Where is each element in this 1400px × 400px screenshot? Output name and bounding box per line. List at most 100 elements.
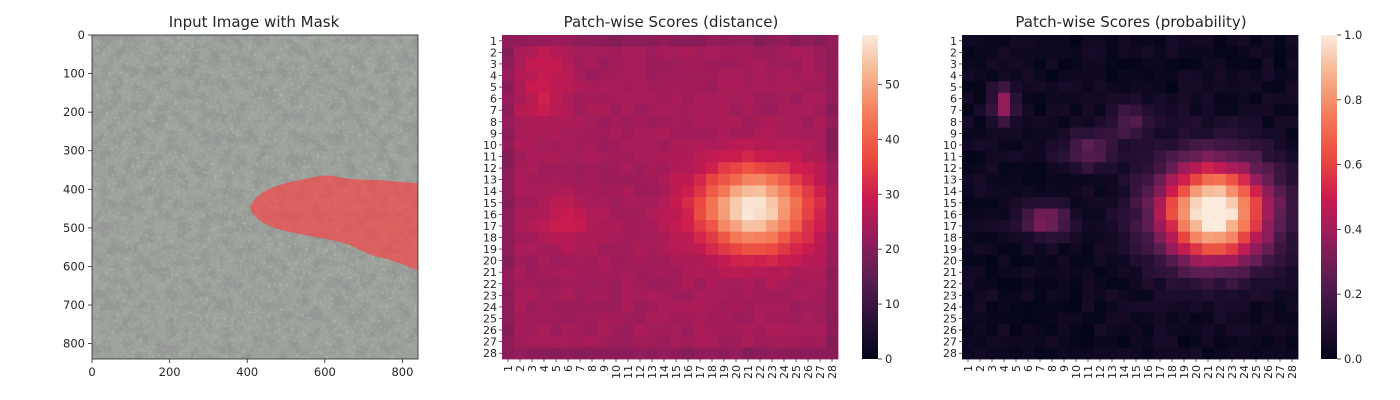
heatmap-cell: [1142, 254, 1155, 267]
heatmap-cell: [1106, 173, 1119, 186]
heatmap-cell: [586, 324, 599, 337]
heatmap-cell: [1214, 127, 1227, 140]
col-tick-label: 1: [502, 365, 515, 372]
heatmap-cell: [502, 254, 515, 267]
heatmap-cell: [1166, 231, 1179, 244]
heatmap-cell: [694, 278, 707, 290]
heatmap-cell: [802, 324, 815, 337]
heatmap-cell: [1094, 46, 1107, 59]
heatmap-cell: [1214, 162, 1227, 175]
col-tick-label: 9: [598, 365, 611, 372]
heatmap-cell: [790, 127, 803, 140]
heatmap-cell: [694, 58, 707, 71]
heatmap-cell: [1142, 266, 1155, 279]
heatmap-cell: [998, 116, 1011, 128]
heatmap-cell: [1022, 81, 1035, 94]
heatmap-cell: [1274, 231, 1287, 244]
heatmap-cell: [1106, 92, 1119, 105]
heatmap-cell: [1274, 289, 1287, 302]
heatmap-cell: [790, 324, 803, 337]
heatmap-cell: [814, 208, 827, 221]
heatmap-cell: [670, 231, 683, 244]
heatmap-cell: [1094, 301, 1107, 314]
heatmap-cell: [1178, 150, 1191, 163]
heatmap-cell: [814, 58, 827, 71]
heatmap-cell: [1118, 162, 1131, 175]
colorbar-tick-label: 1.0: [1344, 28, 1362, 42]
heatmap-cell: [1202, 104, 1215, 117]
heatmap-cell: [1250, 266, 1263, 279]
heatmap-cell: [1190, 243, 1203, 256]
heatmap-cell: [778, 220, 791, 233]
heatmap-cell: [1142, 116, 1155, 128]
heatmap-cell: [526, 347, 539, 360]
heatmap-cell: [1262, 173, 1275, 186]
heatmap-cell: [1070, 46, 1083, 59]
heatmap-cell: [670, 35, 683, 47]
row-tick-label: 23: [483, 289, 497, 302]
heatmap-cell: [622, 35, 635, 47]
heatmap-cell: [754, 347, 767, 360]
heatmap-cell: [974, 324, 987, 337]
heatmap-cell: [790, 312, 803, 325]
heatmap-cell: [718, 173, 731, 186]
col-tick-label: 21: [1202, 365, 1215, 379]
heatmap-cell: [1202, 324, 1215, 337]
row-tick-label: 27: [483, 336, 497, 349]
heatmap-cell: [1118, 347, 1131, 360]
input-axes-frame: [91, 34, 419, 360]
heatmap-cell: [974, 35, 987, 47]
heatmap-cell: [766, 116, 779, 128]
x-tick-label: 600: [314, 365, 336, 379]
heatmap-cell: [610, 335, 623, 348]
heatmap-cell: [790, 301, 803, 314]
col-tick-label: 27: [814, 365, 827, 379]
heatmap-cell: [1118, 335, 1131, 348]
heatmap-cell: [1226, 289, 1239, 302]
heatmap-cell: [1058, 347, 1071, 360]
row-tick-label: 19: [943, 243, 957, 256]
heatmap-cell: [778, 139, 791, 152]
heatmap-cell: [778, 35, 791, 47]
heatmap-cell: [974, 347, 987, 360]
heatmap-cell: [778, 69, 791, 82]
heatmap-cell: [1046, 312, 1059, 325]
heatmap-cell: [1106, 35, 1119, 47]
heatmap-cell: [1010, 312, 1023, 325]
heatmap-cell: [1034, 69, 1047, 82]
col-tick-label: 6: [1022, 365, 1035, 372]
heatmap-cell: [802, 173, 815, 186]
heatmap-cell: [622, 139, 635, 152]
heatmap-cell: [706, 46, 719, 59]
heatmap-cell: [502, 278, 515, 290]
heatmap-cell: [694, 92, 707, 105]
heatmap-cell: [1202, 243, 1215, 256]
heatmap-cell: [778, 289, 791, 302]
heatmap-cell: [814, 81, 827, 94]
heatmap-cell: [1094, 289, 1107, 302]
heatmap-cell: [634, 173, 647, 186]
col-tick-label: 14: [658, 365, 671, 379]
heatmap-cell: [550, 185, 563, 198]
heatmap-cell: [1058, 69, 1071, 82]
heatmap-cell: [754, 150, 767, 163]
heatmap-cell: [538, 278, 551, 290]
heatmap-cell: [1202, 254, 1215, 267]
heatmap-cell: [1274, 173, 1287, 186]
heatmap-cell: [634, 150, 647, 163]
heatmap-cell: [1154, 312, 1167, 325]
heatmap-cell: [526, 116, 539, 128]
heatmap-cell: [1214, 150, 1227, 163]
heatmap-cell: [1166, 162, 1179, 175]
heatmap-cell: [1058, 185, 1071, 198]
heatmap-cell: [610, 139, 623, 152]
heatmap-cell: [670, 92, 683, 105]
heatmap-cell: [1046, 150, 1059, 163]
heatmap-cell: [790, 92, 803, 105]
heatmap-cell: [1082, 347, 1095, 360]
heatmap-cell: [1046, 243, 1059, 256]
heatmap-cell: [1250, 220, 1263, 233]
heatmap-cell: [634, 127, 647, 140]
col-tick-label: 7: [1034, 365, 1047, 372]
heatmap-cell: [730, 220, 743, 233]
